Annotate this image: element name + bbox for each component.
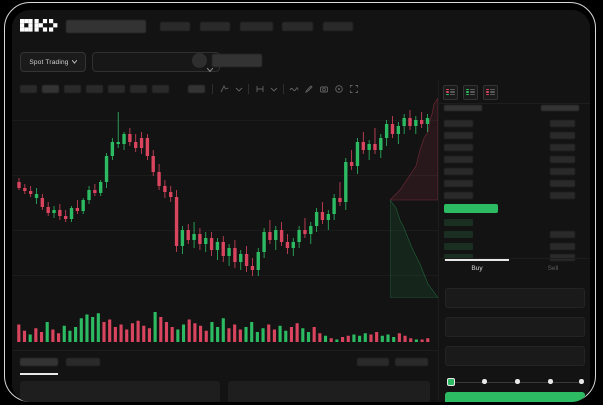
market-type-label: Spot Trading <box>29 58 69 66</box>
measure-icon[interactable] <box>255 84 265 94</box>
orderbook-mode-bids-icon[interactable] <box>463 85 478 100</box>
bottom-content-panel-1[interactable] <box>228 381 430 402</box>
slider-stop-50[interactable] <box>515 379 520 384</box>
bottom-content-panel-0[interactable] <box>20 381 220 402</box>
nav-item-2[interactable] <box>200 22 230 31</box>
chart-gridline <box>12 175 438 176</box>
orderbook-header-price <box>444 105 482 111</box>
orderbook-bid-price[interactable] <box>444 231 473 238</box>
orderbook-divider <box>439 103 590 104</box>
chart-gridline <box>12 275 438 276</box>
orderbook-last-price <box>444 204 498 213</box>
cursor-icon[interactable] <box>220 84 230 94</box>
orderbook-ask-price[interactable] <box>444 132 473 139</box>
orderbook-bid-price[interactable] <box>444 243 473 250</box>
orderbook-ask-amount <box>550 168 575 175</box>
order-price-field[interactable] <box>445 288 585 308</box>
volume-series <box>17 312 430 342</box>
orderbook-bid-price[interactable] <box>444 219 473 226</box>
last-price-display <box>212 54 262 67</box>
slider-stop-100[interactable] <box>579 379 584 384</box>
tab-buy[interactable]: Buy <box>471 265 483 272</box>
order-form-divider <box>439 258 590 259</box>
bottom-tab-0[interactable] <box>20 358 58 366</box>
orderbook-and-form-column: Buy Sell <box>438 80 590 402</box>
bottom-tab-1[interactable] <box>66 358 100 366</box>
orderbook-ask-amount <box>550 192 575 199</box>
orderbook-mode-asks-icon[interactable] <box>483 85 498 100</box>
nav-item-5[interactable] <box>323 22 353 31</box>
orderbook-ask-amount <box>550 156 575 163</box>
orderbook-ask-price[interactable] <box>444 156 473 163</box>
bottom-action-0[interactable] <box>357 358 389 366</box>
toolbar-separator <box>212 84 213 94</box>
orderbook-mode-both-icon[interactable] <box>443 85 458 100</box>
timeframe-button-2[interactable] <box>64 85 81 93</box>
settings-icon[interactable] <box>334 84 344 94</box>
bottom-action-1[interactable] <box>395 358 428 366</box>
orderbook-ask-price[interactable] <box>444 120 473 127</box>
chevron-down-icon <box>71 60 77 64</box>
buy-tab-active-underline <box>445 259 509 261</box>
top-navigation-bar <box>12 10 590 44</box>
orderbook-header-amount <box>541 105 579 111</box>
timeframe-button-1[interactable] <box>42 85 59 93</box>
slider-stop-75[interactable] <box>548 379 553 384</box>
chevron-down-icon[interactable] <box>234 84 244 94</box>
orderbook-bid-amount <box>550 243 575 250</box>
order-amount-slider[interactable] <box>447 377 585 387</box>
pencil-icon[interactable] <box>304 84 314 94</box>
orderbook-header <box>439 105 590 115</box>
nav-item-1[interactable] <box>160 22 190 31</box>
chevron-down-icon[interactable] <box>269 84 279 94</box>
chart-gridline <box>12 230 438 231</box>
camera-icon[interactable] <box>319 84 329 94</box>
timeframe-button-4[interactable] <box>108 85 125 93</box>
orderbook-ask-amount <box>550 132 575 139</box>
depth-chart-overlay <box>390 98 438 298</box>
orderbook-ask-price[interactable] <box>444 168 473 175</box>
bottom-tab-active-underline <box>20 373 58 375</box>
price-chart-pane[interactable] <box>12 98 438 350</box>
orderbook-ask-price[interactable] <box>444 180 473 187</box>
fullscreen-icon[interactable] <box>349 84 359 94</box>
app-screen: Spot Trading <box>12 10 590 402</box>
submit-buy-button[interactable] <box>445 392 585 402</box>
pair-coin-avatar <box>192 53 207 68</box>
orderbook-ask-amount <box>550 180 575 187</box>
order-total-field[interactable] <box>445 346 585 366</box>
search-input[interactable] <box>66 20 146 33</box>
toolbar-separator <box>248 84 249 94</box>
orderbook-ask-amount <box>550 144 575 151</box>
orderbook-bid-price[interactable] <box>444 254 473 261</box>
orderbook-display-modes <box>443 85 498 100</box>
orderbook-ask-amount <box>550 120 575 127</box>
okx-logo[interactable] <box>20 19 58 34</box>
candlestick-series <box>17 110 430 276</box>
wave-line-icon[interactable] <box>289 84 299 94</box>
orderbook-bid-amount <box>550 231 575 238</box>
timeframe-button-0[interactable] <box>20 85 37 93</box>
timeframe-button-7[interactable] <box>188 85 205 93</box>
orderbook-ask-price[interactable] <box>444 192 473 199</box>
slider-handle[interactable] <box>447 377 455 386</box>
timeframe-button-5[interactable] <box>130 85 147 93</box>
order-amount-field[interactable] <box>445 317 585 337</box>
bottom-panel <box>12 350 438 402</box>
nav-item-4[interactable] <box>282 22 313 31</box>
timeframe-button-6[interactable] <box>152 85 169 93</box>
market-type-selector[interactable]: Spot Trading <box>20 52 86 72</box>
chevron-down-icon <box>206 59 214 77</box>
slider-stop-25[interactable] <box>482 379 487 384</box>
buy-sell-tabs: Buy Sell <box>439 260 590 282</box>
chart-gridline <box>12 120 438 121</box>
tab-sell[interactable]: Sell <box>547 265 559 272</box>
market-header-bar: Spot Trading <box>12 44 590 103</box>
toolbar-separator <box>283 84 284 94</box>
orderbook-bid-amount <box>550 254 575 261</box>
timeframe-button-3[interactable] <box>86 85 103 93</box>
nav-item-3[interactable] <box>240 22 273 31</box>
orderbook-ask-price[interactable] <box>444 144 473 151</box>
